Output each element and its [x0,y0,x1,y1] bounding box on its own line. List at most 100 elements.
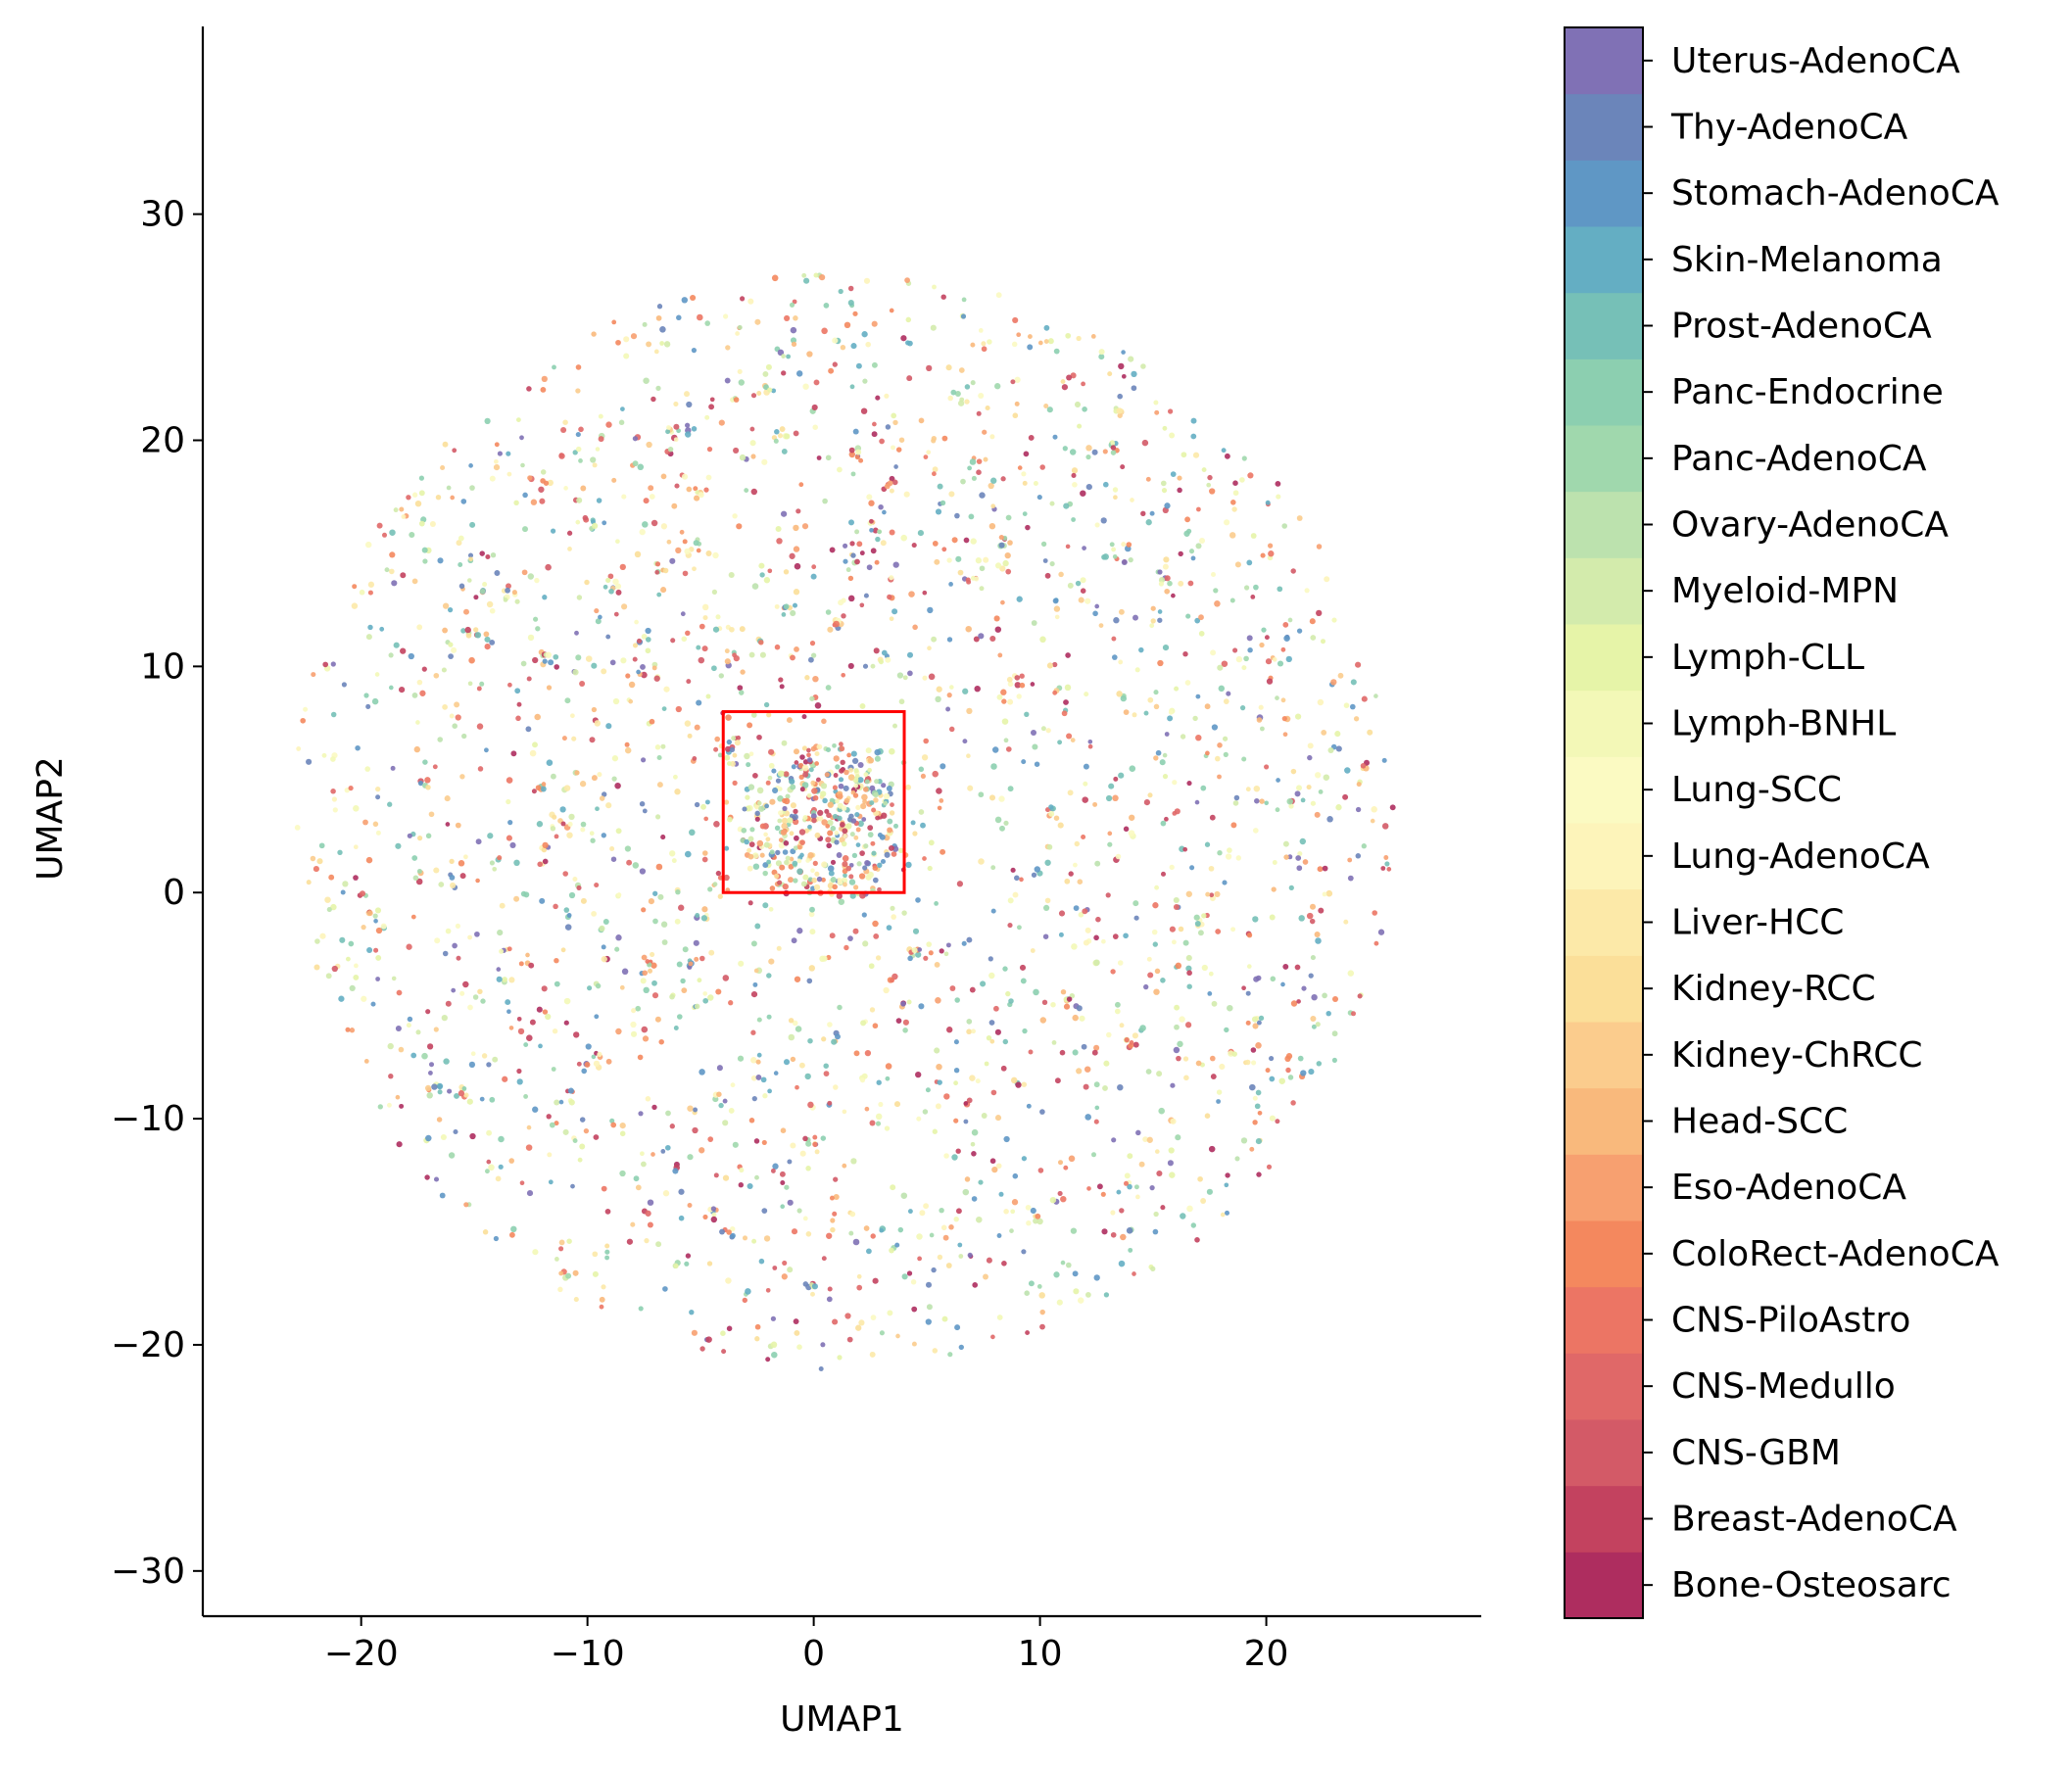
scatter-point [829,932,836,939]
scatter-point [994,626,1002,633]
scatter-point [1174,1024,1180,1030]
scatter-point [1347,970,1355,977]
scatter-point [1127,1183,1132,1190]
scatter-point [1154,968,1161,975]
scatter-point [1269,1115,1276,1122]
scatter-point [1107,831,1113,837]
scatter-point [535,785,542,791]
scatter-point [884,393,890,399]
scatter-point [843,882,847,887]
scatter-point [418,490,425,497]
scatter-point [484,1169,490,1174]
scatter-point [1038,1292,1045,1299]
scatter-point [1007,540,1013,546]
scatter-point [738,690,745,695]
scatter-point [599,925,605,932]
scatter-point [948,582,953,587]
scatter-point [953,1217,959,1222]
scatter-point [552,814,557,820]
scatter-point [787,1199,794,1206]
scatter-point [1219,1063,1226,1071]
scatter-point [1033,988,1039,996]
scatter-point [948,491,955,498]
scatter-point [898,698,905,705]
scatter-point [540,469,547,475]
scatter-point [866,1248,872,1255]
scatter-point [871,431,878,438]
scatter-point [878,1101,884,1108]
scatter-point [635,1005,642,1012]
scatter-point [1146,956,1152,962]
scatter-point [680,978,686,984]
scatter-point [421,1052,428,1060]
scatter-point [869,800,875,806]
scatter-point [530,499,538,505]
scatter-point [590,456,597,463]
scatter-point [1132,712,1137,718]
scatter-point [1381,757,1387,763]
scatter-point [957,400,965,406]
scatter-point [960,478,966,485]
scatter-point [1152,902,1159,909]
scatter-point [352,584,358,590]
scatter-point [983,1273,988,1280]
colorbar-segment [1565,425,1643,493]
scatter-point [912,831,918,837]
scatter-point [1071,517,1076,522]
scatter-point [560,426,567,434]
scatter-point [875,815,881,821]
scatter-point [855,1324,862,1331]
scatter-point [872,920,879,928]
scatter-point [643,498,650,504]
scatter-point [1335,745,1342,752]
scatter-point [1195,693,1201,699]
scatter-point [641,1026,649,1033]
scatter-point [1246,635,1253,642]
scatter-point [712,626,720,633]
scatter-point [825,685,832,691]
scatter-point [395,1025,402,1032]
scatter-point [458,583,465,590]
scatter-point [853,768,859,774]
scatter-point [1150,1266,1156,1272]
scatter-point [890,905,895,911]
scatter-point [891,479,898,486]
scatter-point [1083,763,1089,770]
scatter-point [671,502,678,509]
scatter-point [502,977,508,982]
scatter-point [341,682,347,688]
scatter-point [560,947,566,953]
scatter-point [872,1023,879,1029]
scatter-point [1335,804,1342,811]
scatter-point [685,850,692,858]
scatter-point [874,779,880,785]
scatter-point [416,679,423,686]
scatter-point [1280,646,1286,652]
scatter-point [533,616,539,622]
scatter-point [621,968,629,976]
scatter-point [1102,553,1109,560]
scatter-point [1111,654,1118,660]
scatter-point [693,1107,699,1113]
scatter-point [589,737,596,743]
scatter-point [526,1190,534,1197]
scatter-point [372,821,379,828]
colorbar-label: Kidney-RCC [1671,969,1876,1009]
scatter-point [926,941,933,947]
scatter-point [945,706,951,712]
colorbar-segment [1565,160,1643,227]
scatter-point [398,686,406,693]
scatter-point [833,1176,839,1182]
scatter-point [718,673,724,679]
scatter-point [807,824,812,830]
scatter-point [950,389,957,396]
scatter-point [1153,690,1159,695]
scatter-point [787,1159,793,1165]
scatter-point [861,817,867,822]
scatter-point [1010,1209,1016,1215]
scatter-point [1178,580,1184,587]
scatter-point [550,528,556,534]
scatter-point [597,772,602,778]
scatter-point [1039,1309,1045,1315]
scatter-point [1296,865,1303,872]
